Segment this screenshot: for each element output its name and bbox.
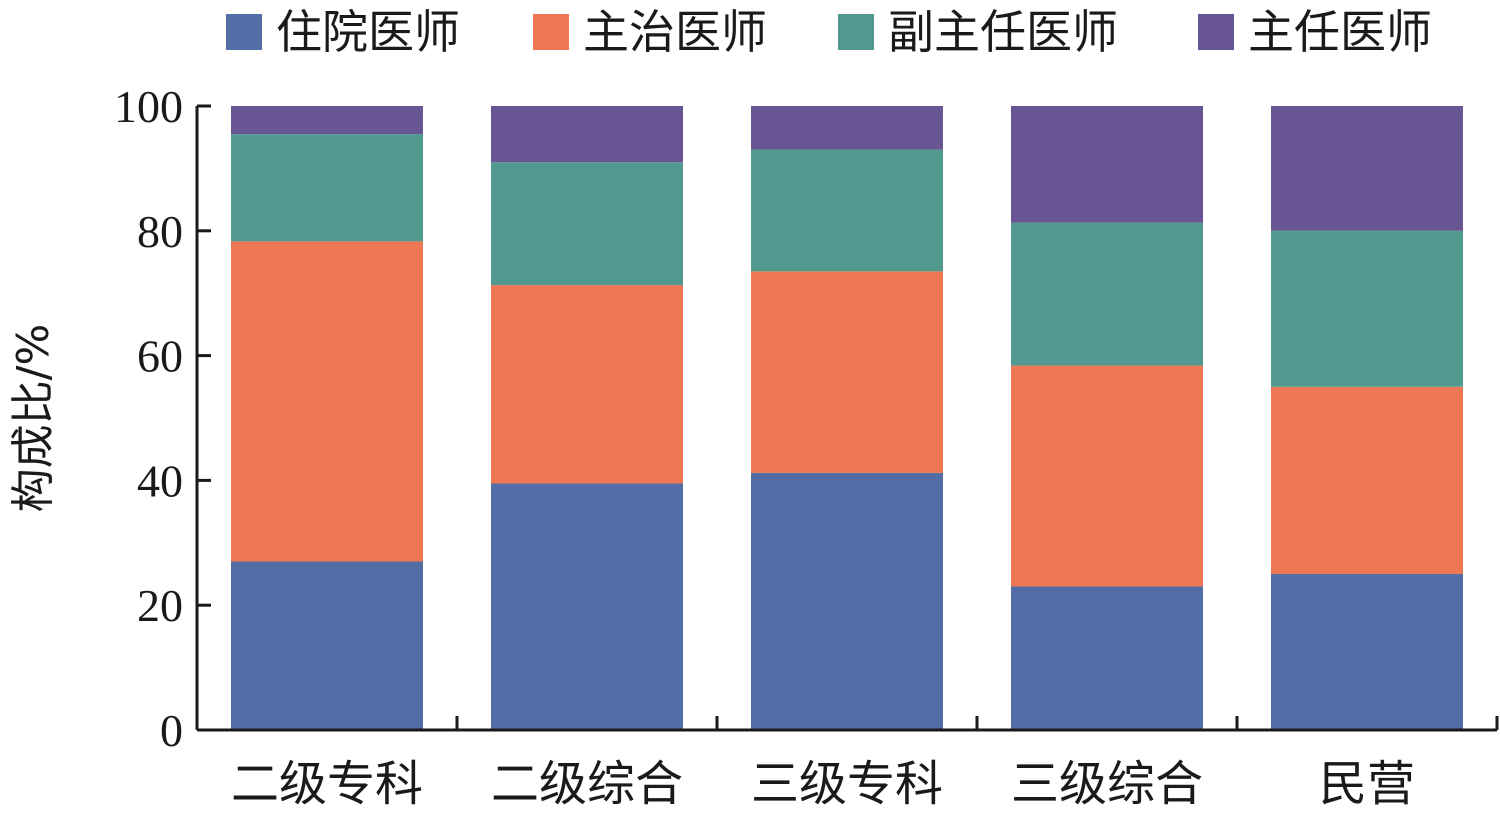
y-axis-ticks: 0 20 40 60 80 100 xyxy=(114,81,211,756)
y-tick-label: 100 xyxy=(114,81,183,132)
legend-swatch xyxy=(226,14,262,50)
y-tick-label: 20 xyxy=(137,580,183,631)
legend-label: 主治医师 xyxy=(583,5,767,59)
bar-segment xyxy=(231,134,423,242)
bar-segment xyxy=(491,285,683,484)
y-axis-title: 构成比/% xyxy=(8,324,59,513)
legend-swatch xyxy=(1198,14,1234,50)
bar-segment xyxy=(1271,230,1463,387)
legend-label: 副主任医师 xyxy=(888,5,1118,59)
bar-segment xyxy=(1011,586,1203,730)
legend-label: 主任医师 xyxy=(1248,5,1432,59)
bar-segment xyxy=(1011,222,1203,366)
bar-segment xyxy=(751,271,943,473)
bar-segment xyxy=(1011,106,1203,223)
bar-segment xyxy=(231,106,423,135)
plot-area: 0 20 40 60 80 100 二级专科 二级综合 三级专科 三级综合 民营 xyxy=(114,81,1499,812)
x-category-label: 二级专科 xyxy=(231,756,423,812)
bars xyxy=(231,106,1463,730)
x-category-label: 民营 xyxy=(1319,756,1415,812)
y-tick-label: 80 xyxy=(137,206,183,257)
bar-segment xyxy=(491,483,683,730)
bar-segment xyxy=(751,149,943,272)
bar-segment xyxy=(751,472,943,730)
bar-segment xyxy=(1271,106,1463,231)
bar-segment xyxy=(231,241,423,562)
bar-segment xyxy=(1271,574,1463,730)
axes xyxy=(195,106,1497,732)
x-category-label: 二级综合 xyxy=(491,756,683,812)
y-tick-label: 0 xyxy=(160,705,183,756)
legend-label: 住院医师 xyxy=(276,5,460,59)
bar-segment xyxy=(491,106,683,163)
x-category-label: 三级综合 xyxy=(1011,756,1203,812)
bar-segment xyxy=(231,561,423,730)
y-tick-label: 60 xyxy=(137,331,183,382)
x-category-label: 三级专科 xyxy=(751,756,943,812)
legend-swatch xyxy=(533,14,569,50)
bar-segment xyxy=(1271,386,1463,574)
y-tick-label: 40 xyxy=(137,455,183,506)
x-axis-ticks: 二级专科 二级综合 三级专科 三级综合 民营 xyxy=(231,716,1499,812)
bar-segment xyxy=(491,162,683,286)
bar-segment xyxy=(1011,365,1203,587)
bar-segment xyxy=(751,106,943,150)
legend: 住院医师 主治医师 副主任医师 主任医师 xyxy=(226,5,1432,59)
legend-swatch xyxy=(838,14,874,50)
